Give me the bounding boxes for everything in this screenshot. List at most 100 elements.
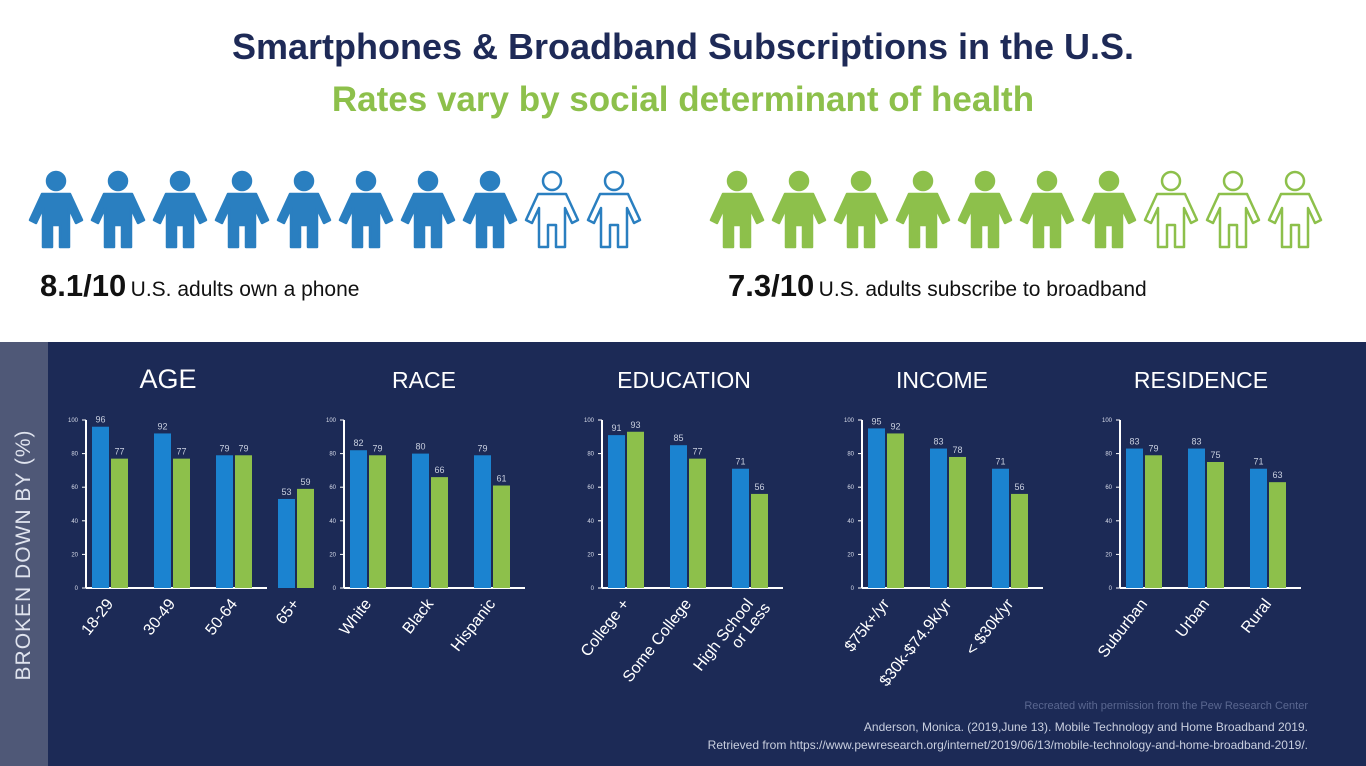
race-category-label: Hispanic <box>448 596 499 655</box>
age-smartphone-bar <box>216 455 233 588</box>
income-data-label: 92 <box>890 421 900 431</box>
residence-data-label: 75 <box>1210 450 1220 460</box>
broadband-person-icon <box>1264 170 1326 250</box>
age-y-tick-label: 0 <box>75 586 79 592</box>
age-smartphone-bar <box>278 498 295 588</box>
residence-broadband-bar <box>1145 455 1162 588</box>
age-y-tick-label: 100 <box>68 418 79 424</box>
residence-data-label: 83 <box>1191 437 1201 447</box>
credit-note: Recreated with permission from the Pew R… <box>1024 700 1308 712</box>
education-data-label: 85 <box>673 433 683 443</box>
education-y-tick-label: 100 <box>584 418 595 424</box>
phone-person-icon <box>521 170 583 250</box>
residence-data-label: 71 <box>1253 457 1263 467</box>
broadband-stat: 7.3/10 U.S. adults subscribe to broadban… <box>728 268 1147 304</box>
age-data-label: 59 <box>300 477 310 487</box>
broadband-people-row <box>706 170 1326 250</box>
phone-stat: 8.1/10 U.S. adults own a phone <box>40 268 359 304</box>
race-y-tick-label: 0 <box>333 586 337 592</box>
income-y-tick-label: 100 <box>844 418 855 424</box>
race-smartphone-bar <box>350 450 367 588</box>
age-broadband-bar <box>235 455 252 588</box>
residence-category-label: Suburban <box>1095 596 1151 661</box>
education-y-tick-label: 80 <box>587 452 594 458</box>
phone-stat-value: 8.1/10 <box>40 268 127 303</box>
age-category-label: 50-64 <box>203 596 242 639</box>
residence-data-label: 79 <box>1148 443 1158 453</box>
race-broadband-bar <box>431 477 448 588</box>
education-smartphone-bar <box>670 445 687 588</box>
age-data-label: 53 <box>281 487 291 497</box>
income-broadband-bar <box>887 433 904 588</box>
income-data-label: 95 <box>871 416 881 426</box>
income-y-tick-label: 80 <box>847 452 854 458</box>
broadband-person-icon <box>1078 170 1140 250</box>
income-data-label: 78 <box>952 445 962 455</box>
phone-person-icon <box>273 170 335 250</box>
education-smartphone-bar <box>608 435 625 588</box>
phone-person-icon <box>149 170 211 250</box>
education-y-tick-label: 0 <box>591 586 595 592</box>
income-category-label: < $30k/yr <box>963 595 1018 658</box>
income-smartphone-bar <box>992 468 1009 588</box>
residence-y-tick-label: 100 <box>1102 418 1113 424</box>
race-data-label: 80 <box>415 442 425 452</box>
broadband-person-icon <box>1140 170 1202 250</box>
income-chart-title: INCOME <box>896 367 988 393</box>
education-broadband-bar <box>689 458 706 588</box>
age-y-tick-label: 40 <box>71 519 78 525</box>
race-y-tick-label: 100 <box>326 418 337 424</box>
income-data-label: 83 <box>933 437 943 447</box>
phone-person-icon <box>583 170 645 250</box>
race-broadband-bar <box>369 455 386 588</box>
race-y-tick-label: 60 <box>329 485 336 491</box>
phone-person-icon <box>397 170 459 250</box>
age-broadband-bar <box>173 458 190 588</box>
age-data-label: 96 <box>95 415 105 425</box>
broadband-person-icon <box>830 170 892 250</box>
income-smartphone-bar <box>930 448 947 588</box>
income-y-tick-label: 0 <box>851 586 855 592</box>
education-chart-title: EDUCATION <box>617 367 751 393</box>
age-category-label: 65+ <box>273 596 303 628</box>
age-data-label: 92 <box>157 421 167 431</box>
education-data-label: 93 <box>630 420 640 430</box>
education-y-tick-label: 60 <box>587 485 594 491</box>
residence-y-tick-label: 80 <box>1105 452 1112 458</box>
residence-y-tick-label: 0 <box>1109 586 1113 592</box>
race-data-label: 61 <box>496 474 506 484</box>
race-y-tick-label: 40 <box>329 519 336 525</box>
education-data-label: 56 <box>754 482 764 492</box>
broadband-stat-text: U.S. adults subscribe to broadband <box>818 278 1147 301</box>
education-broadband-bar <box>627 431 644 588</box>
age-data-label: 79 <box>219 443 229 453</box>
income-y-tick-label: 60 <box>847 485 854 491</box>
age-category-label: 30-49 <box>141 596 180 639</box>
age-broadband-bar <box>297 488 314 588</box>
income-broadband-bar <box>1011 493 1028 588</box>
age-y-tick-label: 20 <box>71 552 78 558</box>
phone-person-icon <box>335 170 397 250</box>
income-y-tick-label: 20 <box>847 552 854 558</box>
income-data-label: 71 <box>995 457 1005 467</box>
credit-citation: Anderson, Monica. (2019,June 13). Mobile… <box>863 720 1308 734</box>
residence-y-tick-label: 60 <box>1105 485 1112 491</box>
broadband-person-icon <box>892 170 954 250</box>
residence-smartphone-bar <box>1250 468 1267 588</box>
credit-retrieved: Retrieved from https://www.pewresearch.o… <box>707 738 1308 752</box>
age-data-label: 77 <box>176 447 186 457</box>
race-smartphone-bar <box>474 455 491 588</box>
residence-smartphone-bar <box>1126 448 1143 588</box>
broadband-person-icon <box>1202 170 1264 250</box>
education-y-tick-label: 40 <box>587 519 594 525</box>
broadband-person-icon <box>768 170 830 250</box>
residence-chart-title: RESIDENCE <box>1134 367 1268 393</box>
residence-y-tick-label: 40 <box>1105 519 1112 525</box>
age-data-label: 77 <box>114 447 124 457</box>
race-y-tick-label: 20 <box>329 552 336 558</box>
race-category-label: Black <box>400 595 438 637</box>
residence-y-tick-label: 20 <box>1105 552 1112 558</box>
race-chart-title: RACE <box>392 367 456 393</box>
age-broadband-bar <box>111 458 128 588</box>
